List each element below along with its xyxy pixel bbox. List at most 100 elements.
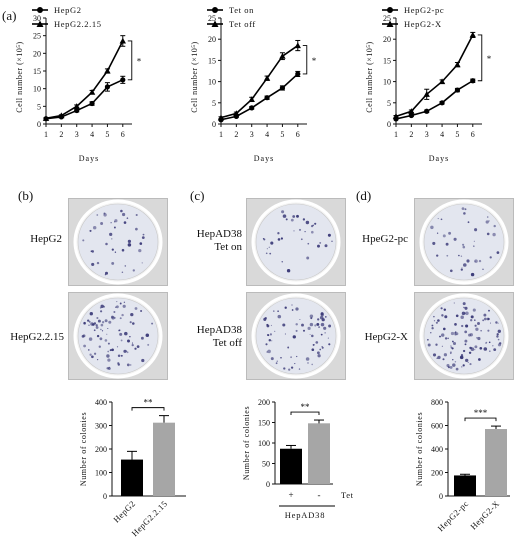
colony [452, 359, 454, 361]
colony [132, 269, 135, 272]
colony [463, 306, 465, 309]
colony [136, 345, 140, 348]
colony [138, 248, 142, 253]
colony [442, 234, 446, 238]
colony [320, 322, 325, 327]
colony [496, 333, 499, 336]
colony [320, 312, 324, 316]
colony [464, 343, 467, 346]
colony [267, 334, 270, 337]
colony [288, 368, 291, 371]
colony [474, 319, 476, 321]
colony [475, 327, 479, 331]
colony [430, 225, 434, 230]
x-tick-label: 6 [471, 130, 475, 139]
colony [145, 333, 150, 337]
colony [280, 237, 283, 240]
colony [135, 227, 138, 231]
colony [307, 362, 309, 364]
y-tick-label: 15 [208, 56, 216, 65]
colony [284, 333, 286, 335]
colony [478, 259, 482, 263]
category-label: + [288, 490, 293, 500]
colony [318, 326, 321, 329]
colony [147, 343, 150, 346]
colony [462, 302, 466, 306]
data-point [454, 87, 461, 93]
colony [111, 248, 114, 251]
colony [123, 349, 127, 353]
colony [460, 268, 463, 271]
colony [87, 319, 90, 322]
colony [131, 343, 134, 347]
colony [462, 349, 466, 353]
colony [462, 364, 465, 367]
colony [309, 314, 314, 319]
colony [109, 232, 113, 237]
colony [461, 324, 464, 328]
y-tick-label: 0 [439, 492, 443, 501]
colony [319, 348, 322, 351]
colony [83, 321, 86, 325]
y-tick-label: 20 [208, 35, 216, 44]
colony [300, 238, 303, 241]
colony [470, 315, 474, 319]
colony [315, 341, 319, 344]
colony [113, 316, 116, 319]
colony [104, 339, 108, 342]
data-point [248, 96, 255, 102]
colony [277, 238, 281, 241]
colony [95, 326, 99, 329]
colony [435, 343, 438, 346]
colony [101, 330, 104, 332]
x-axis-label: Days [254, 154, 274, 163]
colony [468, 351, 472, 355]
colony [266, 248, 268, 250]
y-tick-label: 150 [258, 419, 270, 428]
colony [132, 322, 135, 325]
colony [290, 218, 294, 222]
data-point [279, 85, 286, 91]
y-tick-label: 15 [33, 67, 41, 76]
colony [474, 228, 478, 232]
colony [283, 367, 286, 370]
data-point [264, 95, 270, 101]
colony [126, 363, 130, 367]
significance-marker: ** [301, 402, 311, 412]
colony [497, 338, 500, 341]
colony [488, 220, 490, 222]
colony [497, 343, 502, 347]
y-tick-label: 25 [208, 14, 216, 23]
colony [88, 324, 90, 326]
colony [142, 233, 145, 236]
colony [488, 341, 491, 344]
y-axis-label: Number of colonies [242, 406, 251, 480]
dish-label-hepg2-x: HepG2-X [364, 331, 408, 343]
colony [266, 351, 269, 353]
colony [431, 324, 434, 327]
colony [447, 337, 449, 340]
colony [487, 329, 490, 332]
colony [320, 333, 323, 336]
legend-marker [37, 7, 43, 13]
x-tick-label: 4 [265, 130, 269, 139]
colony [125, 350, 128, 352]
colony [431, 327, 434, 330]
colony [120, 209, 123, 213]
significance-marker: *** [474, 408, 488, 418]
x-tick-label: 3 [425, 130, 429, 139]
colony [469, 346, 473, 350]
colony [292, 215, 296, 218]
y-tick-label: 5 [387, 99, 391, 108]
significance-bracket [464, 417, 497, 422]
colony [115, 305, 119, 309]
series-line [395, 34, 474, 118]
colony [304, 230, 306, 233]
legend-marker [211, 20, 219, 27]
colony [268, 246, 270, 248]
colony [282, 214, 287, 218]
y-tick-label: 10 [208, 78, 216, 87]
y-tick-label: 0 [266, 480, 270, 489]
y-tick-label: 50 [262, 460, 270, 469]
colony [91, 262, 95, 266]
